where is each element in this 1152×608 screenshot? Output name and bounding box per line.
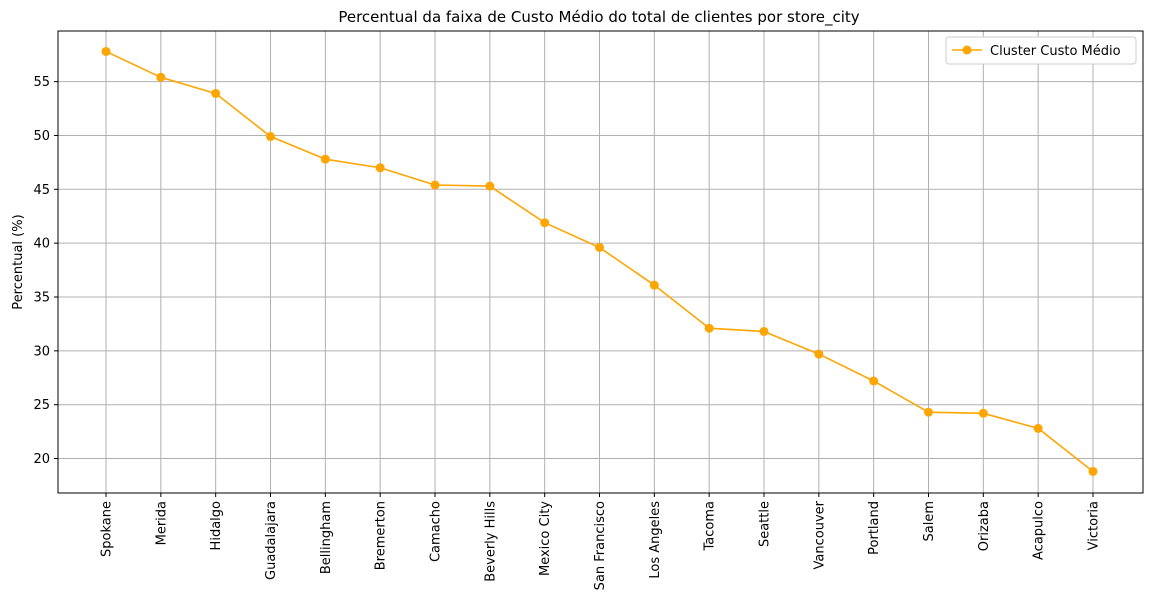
x-tick-label: Los Angeles: [648, 501, 663, 579]
data-point: [1088, 466, 1098, 476]
data-point: [1033, 423, 1043, 433]
x-tick-label: Bellingham: [319, 501, 334, 574]
x-tick-label: Salem: [922, 501, 937, 542]
data-point: [211, 88, 221, 98]
legend-marker-swatch: [962, 45, 972, 55]
data-point: [485, 181, 495, 191]
chart-title: Percentual da faixa de Custo Médio do to…: [338, 8, 859, 27]
legend-box: [945, 36, 1137, 65]
data-point: [266, 132, 275, 142]
data-point: [924, 407, 933, 417]
data-point: [978, 408, 988, 418]
x-tick-label: Portland: [867, 501, 882, 555]
y-tick-label: 35: [33, 291, 50, 306]
x-tick-label: Camacho: [429, 501, 444, 562]
y-tick-label: 55: [33, 75, 50, 90]
x-tick-label: San Francisco: [593, 501, 608, 590]
grid: [58, 31, 1143, 493]
series-layer: [101, 46, 1098, 476]
data-point: [595, 242, 604, 252]
y-tick-label: 40: [33, 237, 50, 252]
data-point: [869, 376, 879, 386]
x-tick-label: Vancouver: [812, 500, 827, 569]
y-tick-label: 45: [33, 183, 50, 198]
x-tick-label: Merida: [154, 501, 169, 545]
x-axis: Spokane Merida Hidalgo Guadalajara Bellingha…: [100, 493, 1102, 590]
data-point: [759, 326, 769, 336]
x-tick-label: Hidalgo: [209, 501, 224, 550]
data-point: [156, 72, 166, 82]
x-tick-label: Tacoma: [703, 501, 718, 552]
x-tick-label: Orizaba: [977, 501, 992, 551]
x-tick-label: Spokane: [100, 501, 115, 557]
data-point: [649, 280, 659, 290]
x-tick-label: Seattle: [758, 501, 773, 547]
x-tick-label: Victoria: [1087, 501, 1102, 550]
y-tick-label: 50: [33, 129, 50, 144]
y-tick-label: 30: [33, 344, 50, 359]
data-point: [704, 323, 714, 333]
legend: Cluster Custo Médio: [945, 36, 1137, 65]
x-tick-label: Bremerton: [374, 501, 389, 570]
data-point: [430, 180, 440, 190]
y-tick-label: 20: [33, 452, 50, 467]
y-axis: 20 25 30 35 40 45 50 55: [33, 75, 58, 467]
y-tick-label: 25: [33, 398, 50, 413]
x-tick-label: Acapulco: [1032, 501, 1047, 560]
data-point: [814, 349, 824, 359]
y-axis-label: Percentual (%): [11, 214, 26, 309]
x-tick-label: Beverly Hills: [483, 501, 498, 582]
data-point: [540, 218, 550, 228]
x-tick-label: Mexico City: [538, 501, 553, 576]
x-tick-label: Guadalajara: [264, 501, 279, 580]
data-point: [375, 163, 385, 173]
data-point: [320, 154, 330, 164]
plot-area-frame: [57, 30, 1144, 494]
data-point: [101, 46, 111, 56]
legend-label: Cluster Custo Médio: [990, 44, 1121, 59]
